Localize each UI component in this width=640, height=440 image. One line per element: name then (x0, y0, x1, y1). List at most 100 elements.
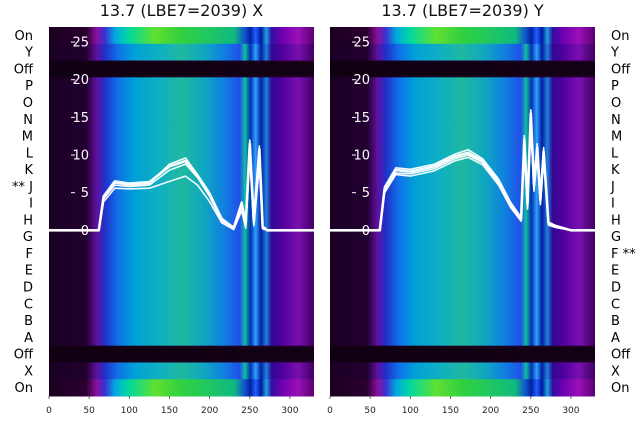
row-label: J (610, 180, 615, 195)
row-label: E (25, 264, 33, 279)
heatmap-row (49, 144, 314, 162)
heatmap-row (49, 261, 314, 280)
row-label: On (15, 381, 33, 396)
xtick-label: 250 (522, 406, 539, 416)
row-label: G (23, 230, 33, 245)
off-band (49, 62, 314, 76)
heatmap-row (330, 110, 595, 129)
row-label: ** J (12, 180, 33, 195)
heatmap-row (49, 211, 314, 229)
xtick-label: 150 (442, 406, 459, 416)
heatmap-row (330, 94, 595, 112)
xtick-label: 300 (562, 406, 579, 416)
heatmap-row (49, 27, 314, 45)
xtick-label: 100 (402, 406, 419, 416)
xtick-label: 100 (121, 406, 138, 416)
xtick-label: 0 (327, 406, 333, 416)
row-label: M (611, 130, 622, 145)
heatmap-row (49, 110, 314, 129)
heatmap-background (330, 27, 595, 397)
ytick-label: 10 (72, 149, 89, 164)
chart-title: 13.7 (LBE7=2039) X (100, 1, 264, 20)
xtick-label: 250 (241, 406, 258, 416)
row-label: Off (611, 62, 631, 77)
row-label: L (611, 146, 619, 161)
series-line (330, 125, 595, 232)
row-label: Y (24, 46, 33, 61)
row-label: A (611, 331, 620, 346)
heatmap-row (49, 245, 314, 263)
row-label: Off (611, 348, 631, 363)
ytick-label: 5 (81, 186, 89, 201)
heatmap-row (330, 77, 595, 95)
row-label: I (611, 197, 615, 212)
chart-title: 13.7 (LBE7=2039) Y (381, 1, 544, 20)
off-band (49, 347, 314, 361)
row-label: P (611, 79, 619, 94)
row-label: O (611, 96, 621, 111)
row-label: Y (610, 46, 619, 61)
row-label: D (611, 280, 621, 295)
heatmap-row (330, 127, 595, 145)
row-label: On (611, 29, 629, 44)
row-label: X (611, 364, 620, 379)
xtick-label: 50 (364, 406, 376, 416)
heatmap-row (49, 312, 314, 330)
off-band (330, 62, 595, 76)
heatmap-row (330, 312, 595, 330)
heatmap-row (49, 94, 314, 112)
heatmap-row (330, 278, 595, 296)
ytick-label: 15 (72, 111, 89, 126)
heatmap-row (49, 362, 314, 380)
heatmap-row (330, 362, 595, 380)
xtick-label: 0 (46, 406, 52, 416)
row-label: F ** (611, 247, 636, 262)
row-label: O (23, 96, 33, 111)
xtick-label: 200 (482, 406, 499, 416)
heatmap-background (49, 27, 314, 397)
heatmap-row (330, 295, 595, 313)
ytick-label: 20 (353, 73, 370, 88)
heatmap-row (49, 379, 314, 397)
heatmap-row (330, 261, 595, 280)
heatmap-row (49, 328, 314, 347)
heatmap-row (330, 27, 595, 45)
row-label: L (26, 146, 34, 161)
row-label: N (611, 113, 621, 128)
row-label: B (611, 314, 620, 329)
ytick-label: 5 (362, 186, 370, 201)
heatmap-row (330, 328, 595, 347)
heatmap-row (49, 161, 314, 179)
row-label: X (24, 364, 33, 379)
xtick-label: 200 (201, 406, 218, 416)
row-label: K (611, 163, 620, 178)
heatmap-row (330, 228, 595, 246)
ytick-label: 20 (72, 73, 89, 88)
row-label: E (611, 264, 619, 279)
off-band (330, 347, 595, 361)
heatmap-row (330, 245, 595, 263)
row-label: Off (14, 348, 34, 363)
heatmap-row (330, 161, 595, 179)
row-label: I (29, 197, 33, 212)
row-label: C (611, 297, 620, 312)
heatmap-row (49, 77, 314, 95)
row-label: B (24, 314, 33, 329)
heatmap-row (330, 379, 595, 397)
heatmap-row (330, 211, 595, 229)
row-label: H (611, 213, 621, 228)
row-label: K (24, 163, 33, 178)
heatmap-row (49, 43, 314, 62)
series-line (49, 139, 314, 232)
xtick-label: 300 (281, 406, 298, 416)
ytick-label: 15 (353, 111, 370, 126)
row-label: F (26, 247, 33, 262)
heatmap-row (330, 43, 595, 62)
row-label: D (23, 280, 33, 295)
row-label: On (611, 381, 629, 396)
row-label: G (611, 230, 621, 245)
row-label: Off (14, 62, 34, 77)
